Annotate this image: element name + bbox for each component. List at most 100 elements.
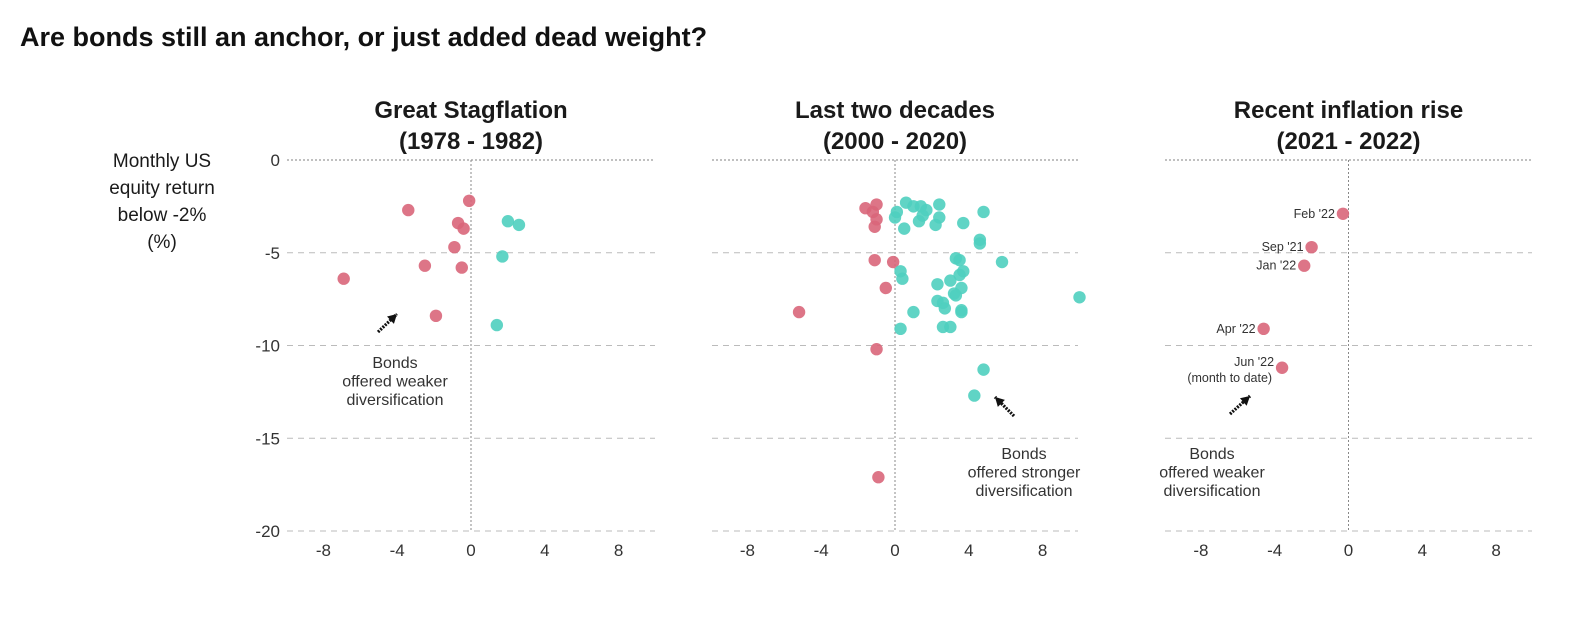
annotation-text: Bonds (372, 355, 417, 372)
weaker-point (418, 259, 432, 272)
weaker-point (870, 343, 883, 356)
stronger-point (953, 253, 966, 267)
x-tick-label: -8 (316, 541, 331, 560)
weaker-point (1257, 322, 1270, 336)
stronger-point (977, 205, 990, 219)
stronger-point (501, 215, 515, 228)
y-axis-label: Monthly US (113, 151, 211, 172)
stronger-point (898, 222, 911, 235)
annotation-arrowhead (387, 314, 397, 324)
point-label: Jun '22 (1234, 355, 1274, 369)
weaker-point (1305, 240, 1318, 254)
annotation-arrow (993, 395, 1016, 418)
x-tick-label: 4 (540, 541, 549, 560)
weaker-point (1336, 207, 1350, 220)
stronger-point (968, 389, 981, 402)
y-tick-label: -15 (255, 429, 280, 448)
y-tick-label: -10 (255, 337, 280, 356)
x-tick-label: 4 (1418, 541, 1427, 560)
stronger-point (496, 250, 509, 263)
x-tick-label: 4 (964, 541, 973, 560)
y-axis-label: (%) (147, 232, 177, 253)
annotation-text: Bonds (1189, 446, 1234, 463)
chart-title: Are bonds still an anchor, or just added… (20, 22, 708, 52)
x-tick-label: -8 (1193, 541, 1208, 560)
stronger-point (949, 289, 963, 302)
weaker-point (462, 194, 476, 208)
annotation-arrowhead (995, 397, 1005, 407)
weaker-point (886, 255, 900, 269)
stronger-point (490, 318, 504, 332)
annotation-text: Bonds (1001, 446, 1046, 463)
stronger-point (931, 278, 944, 291)
weaker-point (879, 281, 892, 295)
stronger-point (929, 218, 942, 232)
weaker-point (1275, 361, 1289, 374)
annotation-text: diversification (347, 392, 444, 409)
weaker-point (448, 240, 461, 254)
x-tick-label: -4 (390, 541, 405, 560)
y-axis-label: equity return (109, 178, 215, 199)
weaker-point (870, 198, 883, 211)
stronger-point (888, 211, 902, 224)
x-tick-label: 0 (1344, 541, 1353, 560)
stronger-point (995, 255, 1009, 269)
panel-title: (2000 - 2020) (823, 128, 967, 155)
y-tick-label: 0 (271, 151, 280, 170)
panel-title: Recent inflation rise (1234, 97, 1463, 124)
stronger-point (957, 216, 970, 230)
stronger-point (894, 322, 907, 336)
x-tick-label: 8 (1038, 541, 1047, 560)
weaker-point (337, 272, 350, 285)
panel-title: Great Stagflation (374, 97, 567, 124)
x-tick-label: 0 (466, 541, 475, 560)
points-layer (337, 194, 1350, 484)
stronger-point (977, 363, 990, 376)
weaker-point (868, 253, 881, 267)
weaker-point (402, 203, 415, 217)
x-tick-label: -4 (1267, 541, 1282, 560)
grid-layer (287, 159, 1532, 532)
stronger-point (944, 274, 957, 287)
y-tick-label: -20 (255, 522, 280, 541)
weaker-point (868, 220, 881, 233)
x-tick-label: 8 (1491, 541, 1500, 560)
stronger-point (907, 305, 920, 319)
stronger-point (512, 218, 526, 232)
annotation-text: offered weaker (342, 374, 448, 391)
point-label: Sep '21 (1262, 240, 1304, 254)
stronger-point (1073, 291, 1086, 304)
panel-title: Last two decades (795, 97, 995, 124)
stronger-point (953, 268, 966, 282)
annotation-arrow (376, 312, 399, 334)
stronger-point (973, 237, 987, 250)
stronger-point (944, 320, 957, 334)
x-tick-label: -4 (814, 541, 829, 560)
x-tick-label: -8 (740, 541, 755, 560)
stronger-point (896, 272, 909, 285)
point-label: Apr '22 (1216, 322, 1255, 336)
annotation-text: offered weaker (1159, 465, 1265, 482)
stronger-point (912, 215, 926, 228)
weaker-point (457, 222, 470, 235)
panel-title: (2021 - 2022) (1276, 128, 1420, 155)
text-layer: Great Stagflation (1978 - 1982) -8 -4 0 4 8 0 -5… (109, 97, 1501, 560)
point-label: Feb '22 (1294, 207, 1335, 221)
x-tick-label: 8 (614, 541, 623, 560)
weaker-point (872, 471, 885, 484)
weaker-point (792, 305, 806, 319)
point-sublabel: (month to date) (1187, 371, 1272, 385)
stronger-point (955, 305, 968, 319)
annotation-text: offered stronger (968, 465, 1081, 482)
weaker-point (455, 261, 468, 274)
weaker-point (429, 309, 443, 323)
annotation-text: diversification (1164, 483, 1261, 500)
panel-title: (1978 - 1982) (399, 128, 543, 155)
y-tick-label: -5 (265, 244, 280, 263)
point-label: Jan '22 (1256, 259, 1296, 273)
y-axis-label: below -2% (118, 205, 207, 226)
stronger-point (933, 198, 946, 211)
annotation-text: diversification (976, 483, 1073, 500)
